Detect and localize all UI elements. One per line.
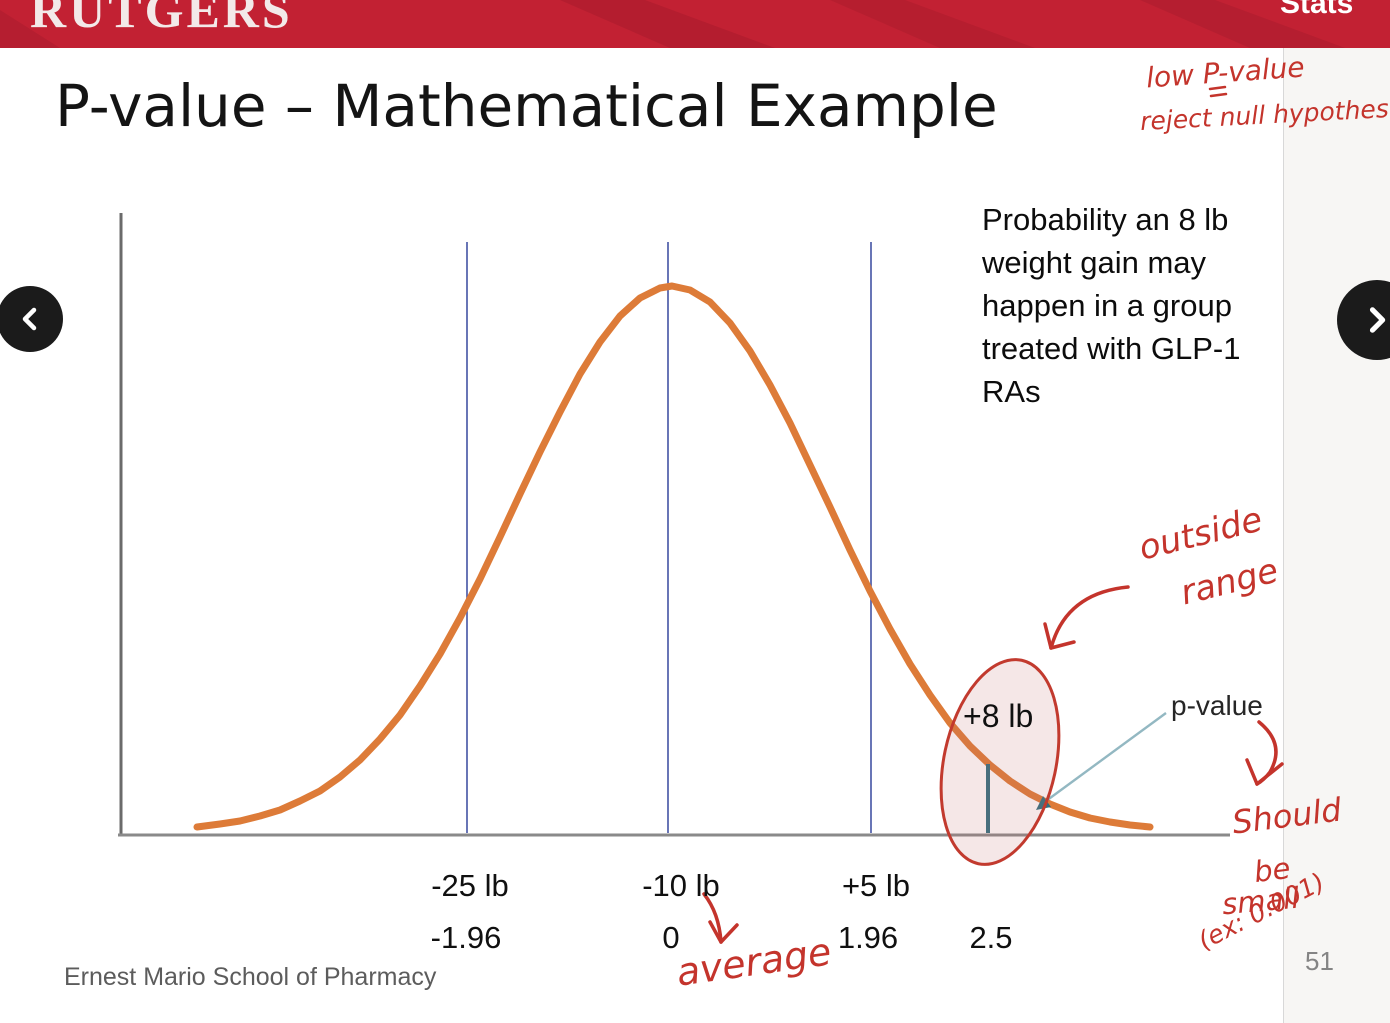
rutgers-logo: RUTGERS	[30, 0, 330, 42]
p-value-pointer-arrowhead	[1036, 796, 1051, 810]
average-arrow	[702, 892, 723, 944]
tick-z-minus196: -1.96	[430, 920, 502, 955]
chevron-right-icon	[1369, 307, 1386, 333]
outside-range-arrowhead	[1043, 622, 1076, 650]
tick-lb-minus10: -10 lb	[642, 868, 720, 903]
course-label: Stats	[1280, 0, 1390, 18]
slide-title: P-value – Mathematical Example	[55, 72, 998, 140]
slide-right-edge	[1283, 48, 1284, 1023]
course-label-text: Stats	[1280, 0, 1354, 18]
previous-slide-button[interactable]	[0, 286, 63, 352]
handwritten-arrows	[702, 85, 1284, 944]
tick-z-zero: 0	[662, 920, 680, 955]
p-value-pointer-line	[1045, 712, 1167, 802]
probability-note: Probability an 8 lb weight gain may happ…	[982, 202, 1241, 409]
chevron-left-icon	[22, 307, 37, 331]
rutgers-logo-text: RUTGERS	[30, 0, 293, 38]
page-number: 51	[1305, 946, 1334, 976]
highlight-ellipse	[939, 658, 1061, 866]
observed-value-label: +8 lb	[963, 698, 1034, 734]
banner-ray-pattern	[0, 0, 1345, 48]
tick-lb-minus25: -25 lb	[431, 868, 509, 903]
outside-range-arrow	[1049, 585, 1130, 650]
viewer-right-margin	[1284, 48, 1390, 1023]
rutgers-banner: RUTGERS Stats	[0, 0, 1390, 48]
tick-z-196: 1.96	[837, 920, 899, 955]
average-arrowhead	[708, 920, 739, 944]
should-be-small-arrowhead	[1245, 758, 1284, 786]
double-underline-mark	[1208, 85, 1228, 98]
tick-lb-plus5: +5 lb	[841, 868, 911, 903]
p-value-label: p-value	[1171, 690, 1263, 721]
footer-school-name: Ernest Mario School of Pharmacy	[64, 963, 437, 991]
tick-z-25: 2.5	[969, 920, 1013, 955]
